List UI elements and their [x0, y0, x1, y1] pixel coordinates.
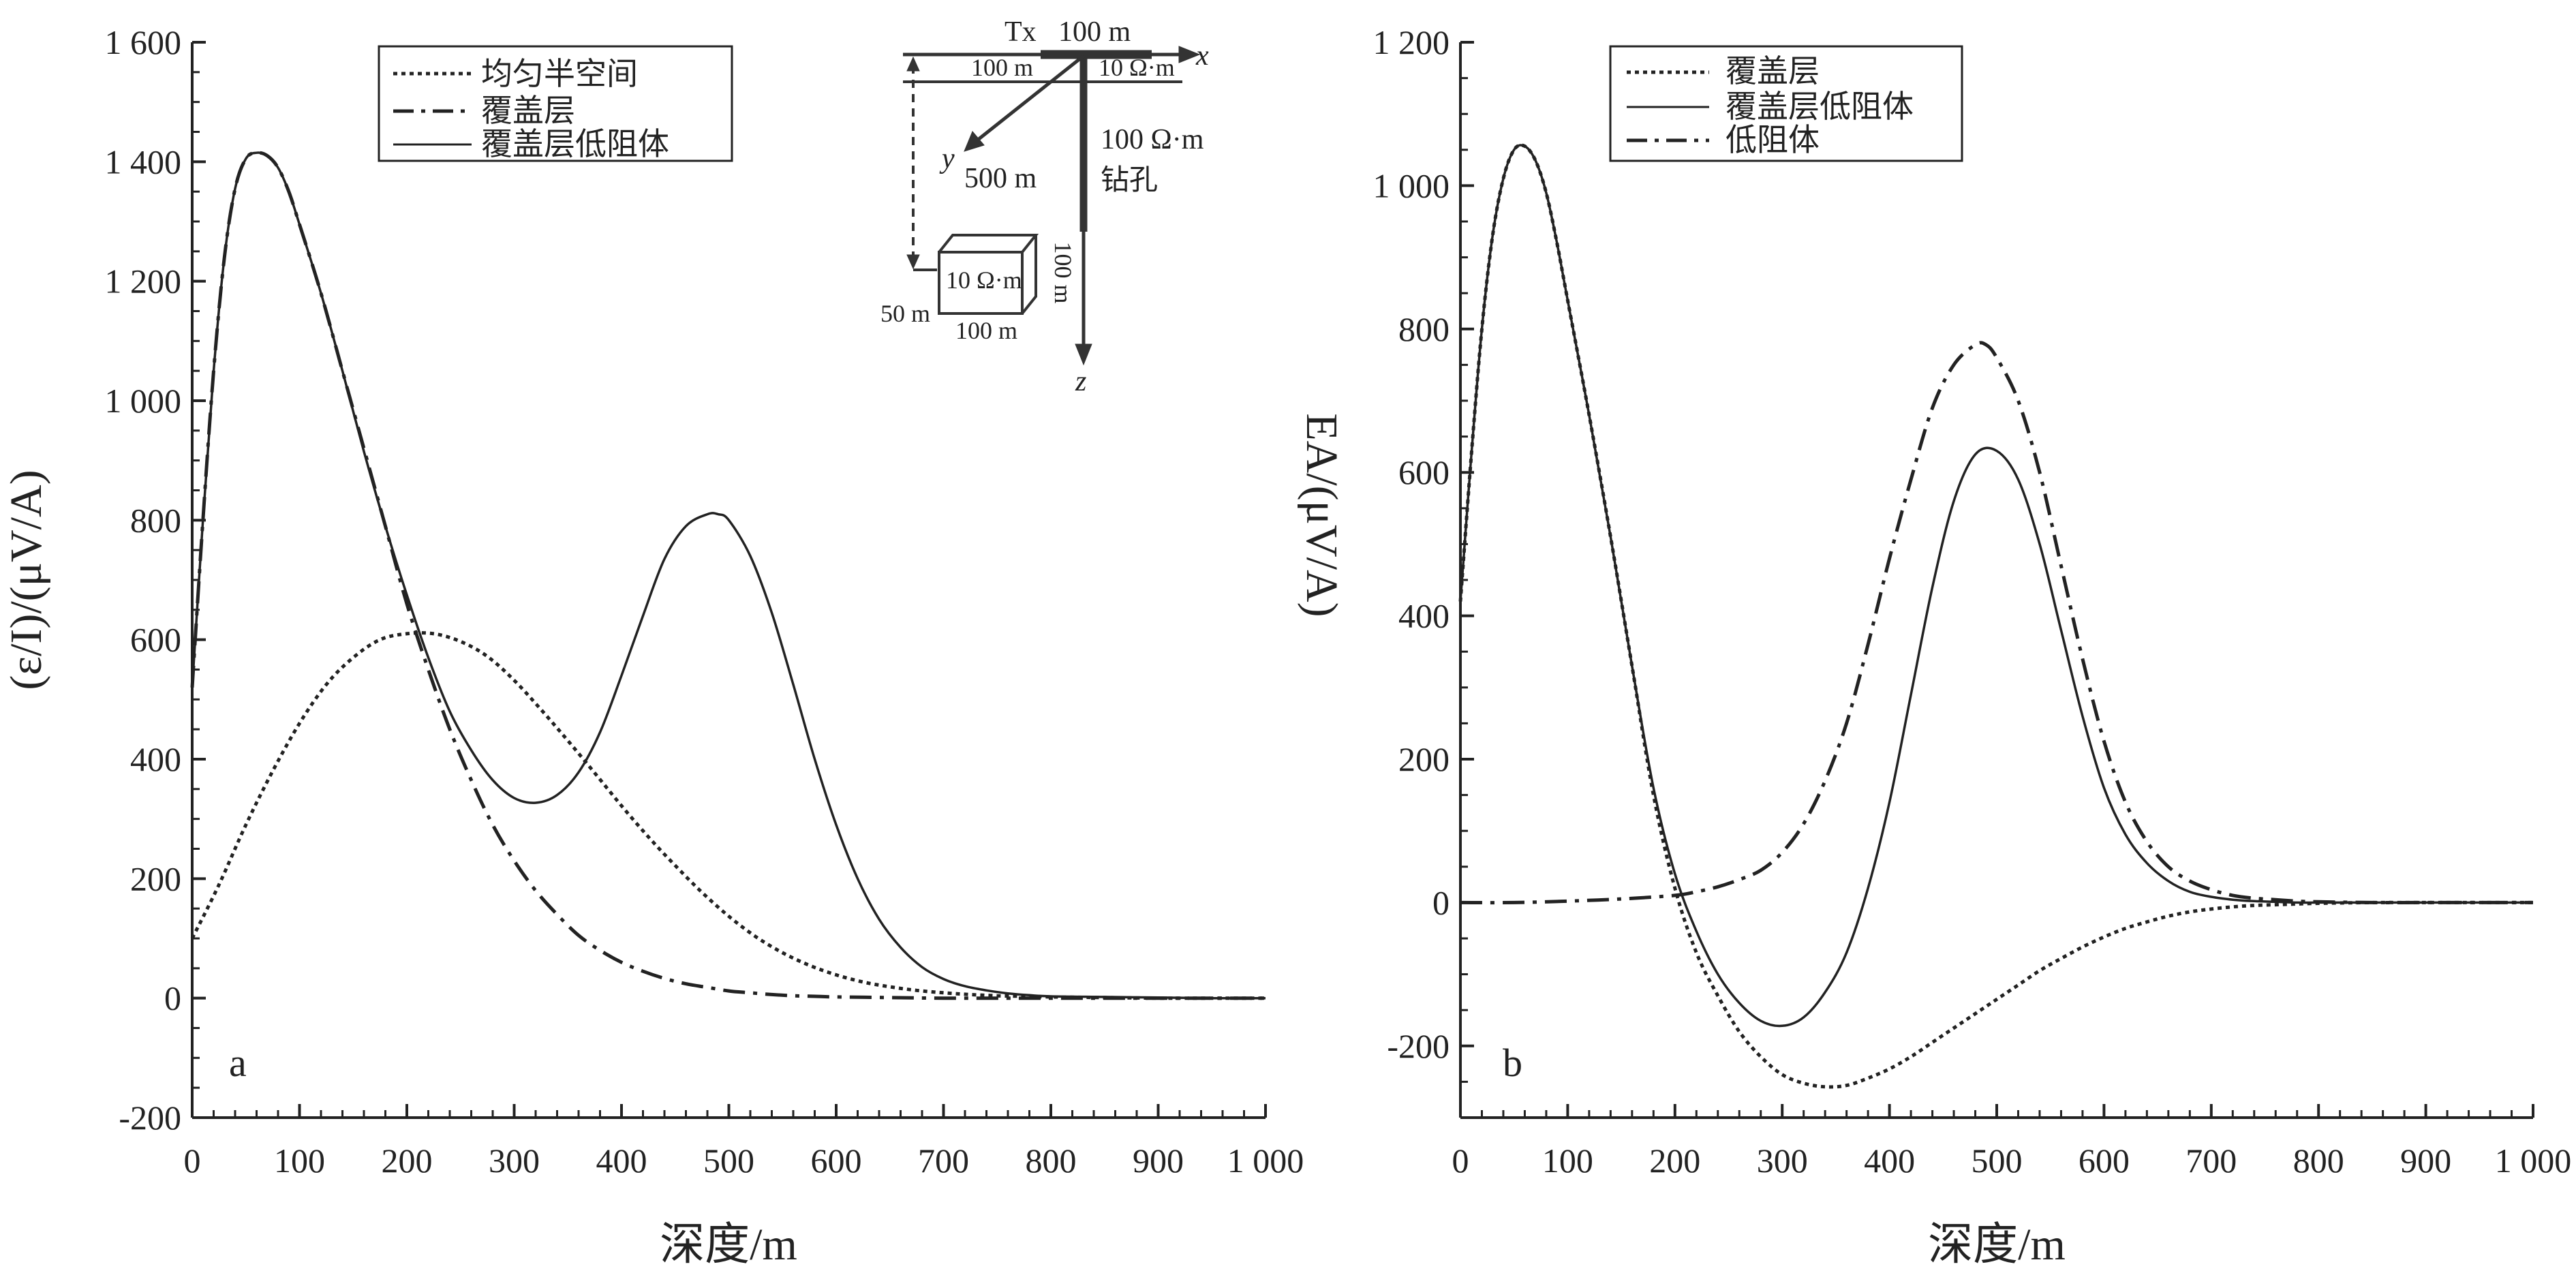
- legend-label-overburden-conductor: 覆盖层低阻体: [481, 127, 669, 162]
- series-line-2: [1459, 144, 2533, 1028]
- legend-label-uniform: 均匀半空间: [481, 57, 638, 91]
- y-tick-label: 800: [1398, 310, 1450, 348]
- inset-overburden-rho: 10 Ω·m: [1099, 54, 1175, 81]
- inset-borehole-label: 钻孔: [1101, 165, 1158, 196]
- x-tick-label: 1 000: [2495, 1141, 2572, 1180]
- inset-host-rho: 100 Ω·m: [1101, 124, 1204, 155]
- conductor-body-top: [938, 234, 1039, 254]
- x-axis-title: 深度/m: [1928, 1220, 2066, 1270]
- x-tick-label: 400: [1864, 1141, 1915, 1180]
- y-tick-label: 1 400: [105, 142, 182, 181]
- x-tick-label: 800: [1026, 1141, 1077, 1180]
- x-tick-label: 900: [2400, 1141, 2451, 1180]
- y-tick-label: 1 200: [1373, 23, 1450, 61]
- y-tick-label: 400: [130, 740, 181, 778]
- legend-label-overburden-conductor: 覆盖层低阻体: [1726, 89, 1914, 124]
- inset-y-label: y: [939, 143, 955, 174]
- y-tick-label: 1 000: [105, 382, 182, 420]
- series-group: [190, 151, 1266, 1000]
- y-axis-title: (ε/I)/(μV/A): [1, 470, 51, 690]
- legend-label-overburden: 覆盖层: [1726, 54, 1820, 89]
- x-tick-label: 700: [918, 1141, 969, 1180]
- y-tick-label: 1 000: [1373, 166, 1450, 204]
- x-tick-label: 600: [2079, 1141, 2130, 1180]
- inset-y-distance: 500 m: [964, 163, 1037, 194]
- z-arrow-head: [1075, 343, 1092, 366]
- y-tick-label: 600: [1398, 453, 1450, 491]
- x-tick-label: 400: [596, 1141, 647, 1180]
- y-arrow-head: [964, 131, 985, 152]
- x-arrow-head: [1178, 46, 1201, 63]
- legend: 覆盖层 覆盖层低阻体 低阻体: [1609, 45, 1963, 162]
- x-tick-label: 300: [1757, 1141, 1808, 1180]
- series-group: [1458, 143, 2533, 1089]
- conductor-body-front: [938, 251, 1024, 315]
- axis-ticks: 0 100 200 300 400 500 600 700 800 900 1 000 -200 0 20…: [1373, 23, 2572, 1180]
- model-sketch-inset: Tx 100 m x 100 m 10 Ω·m y 500 m 100 Ω·m …: [880, 16, 1209, 397]
- y-axis-arrow: [977, 55, 1085, 141]
- legend-label-overburden: 覆盖层: [481, 93, 575, 128]
- inset-z-label: z: [1075, 366, 1086, 397]
- y-tick-label: -200: [119, 1099, 181, 1137]
- series-line-3: [1460, 341, 2533, 905]
- panel-letter-b: b: [1503, 1041, 1522, 1085]
- chart-panel-b: 0 100 200 300 400 500 600 700 800 900 1 000 -200 0 20…: [1297, 23, 2571, 1270]
- y-tick-label: 200: [130, 859, 181, 898]
- y-tick-label: 600: [130, 621, 181, 659]
- x-tick-label: 500: [1972, 1141, 2023, 1180]
- inset-tx-label: Tx: [1005, 16, 1037, 48]
- y-axis-title: EA/(μV/A): [1297, 413, 1347, 617]
- legend-label-conductor: 低阻体: [1726, 123, 1820, 157]
- y-tick-label: 0: [164, 979, 181, 1017]
- y-tick-label: 1 600: [105, 23, 182, 61]
- inset-tx-length: 100 m: [1058, 16, 1131, 48]
- inset-body-rho: 10 Ω·m: [946, 266, 1022, 294]
- x-tick-label: 0: [1452, 1141, 1469, 1180]
- x-tick-label: 0: [184, 1141, 201, 1180]
- x-tick-label: 200: [1649, 1141, 1700, 1180]
- x-tick-label: 1 000: [1227, 1141, 1304, 1180]
- x-tick-label: 300: [489, 1141, 540, 1180]
- chart-panel-a: 0 100 200 300 400 500 600 700 800 900 1 000-200020…: [1, 16, 1304, 1270]
- x-tick-label: 100: [274, 1141, 325, 1180]
- legend: 均匀半空间 覆盖层 覆盖层低阻体: [378, 45, 733, 162]
- x-tick-label: 500: [703, 1141, 754, 1180]
- x-tick-label: 900: [1133, 1141, 1184, 1180]
- y-tick-label: 200: [1398, 740, 1450, 778]
- depth-arrow-up: [906, 56, 920, 72]
- y-tick-label: 0: [1432, 883, 1450, 921]
- x-tick-label: 800: [2293, 1141, 2344, 1180]
- x-tick-label: 100: [1542, 1141, 1593, 1180]
- y-tick-label: 400: [1398, 597, 1450, 635]
- panel-letter-a: a: [229, 1041, 247, 1085]
- x-axis-title: 深度/m: [660, 1220, 797, 1270]
- x-tick-label: 600: [811, 1141, 862, 1180]
- series-line-3: [191, 151, 1266, 1000]
- axis-ticks: 0 100 200 300 400 500 600 700 800 900 1 000-200020…: [105, 23, 1304, 1180]
- depth-arrow-down: [906, 254, 920, 270]
- conductor-body-side: [1021, 235, 1037, 315]
- inset-body-depth: 50 m: [880, 300, 930, 327]
- x-tick-label: 200: [382, 1141, 433, 1180]
- series-line-1: [190, 631, 1266, 1000]
- legend-box: [378, 45, 733, 162]
- inset-offset-label: 100 m: [971, 54, 1033, 81]
- inset-body-height: 100 m: [1049, 241, 1077, 303]
- x-tick-label: 700: [2186, 1141, 2237, 1180]
- inset-body-width: 100 m: [955, 317, 1017, 344]
- y-tick-label: -200: [1387, 1027, 1450, 1065]
- y-tick-label: 800: [130, 501, 181, 539]
- inset-x-label: x: [1195, 40, 1209, 72]
- y-tick-label: 1 200: [105, 262, 182, 301]
